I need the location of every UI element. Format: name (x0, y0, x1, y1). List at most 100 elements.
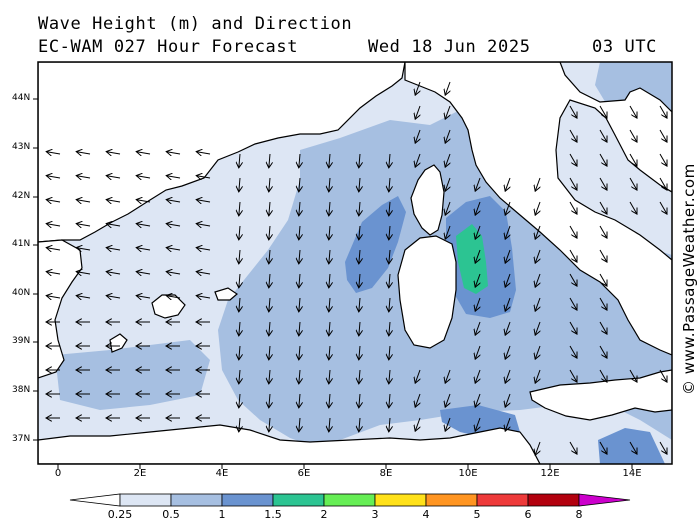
wave-direction-arrow (569, 345, 577, 358)
colorbar-label: 1 (218, 508, 226, 521)
wave-direction-arrow (415, 393, 420, 407)
wave-direction-arrow (239, 153, 240, 168)
wave-direction-arrow (389, 297, 390, 312)
credit-text: © www.PassageWeather.com (680, 163, 698, 395)
colorbar-segment (69, 493, 121, 507)
wave-direction-arrow (269, 345, 270, 360)
wave-direction-arrow (106, 272, 121, 274)
wave-direction-arrow (535, 273, 540, 287)
wave-direction-arrow (299, 249, 300, 264)
wave-direction-arrow (505, 417, 510, 431)
wave-direction-arrow (136, 296, 151, 298)
colorbar-label: 1.5 (264, 508, 282, 521)
lat-label: 42N (12, 191, 31, 201)
wave-direction-arrow (535, 201, 540, 215)
wave-direction-arrow (445, 201, 450, 215)
wave-direction-arrow (475, 321, 480, 335)
wave-direction-arrow (329, 369, 330, 384)
wave-direction-arrow (599, 249, 607, 262)
wave-direction-arrow (569, 201, 577, 214)
wave-direction-arrow (136, 272, 151, 274)
wave-direction-arrow (46, 224, 61, 226)
lon-label: 6E (297, 468, 311, 479)
wave-direction-arrow (76, 296, 91, 298)
wave-direction-arrow (239, 249, 240, 264)
wave-direction-arrow (359, 249, 360, 264)
wave-direction-arrow (415, 129, 420, 143)
colorbar-segment (527, 493, 580, 507)
wave-direction-arrow (569, 249, 577, 262)
wave-direction-arrow (599, 369, 607, 382)
wave-direction-arrow (46, 200, 61, 202)
wave-direction-arrow (599, 273, 607, 286)
wave-direction-arrow (445, 225, 450, 239)
wave-direction-arrow (196, 176, 211, 178)
land-ibiza (109, 333, 128, 353)
wave-direction-arrow (569, 177, 577, 190)
wave-direction-arrow (569, 441, 577, 454)
wave-direction-arrow (359, 321, 360, 336)
wave-direction-arrow (389, 249, 390, 264)
wave-direction-arrow (299, 153, 300, 168)
colorbar-segment (374, 493, 427, 507)
wave-direction-arrow (535, 321, 540, 335)
wave-direction-arrow (359, 417, 360, 432)
lon-label: 2E (133, 468, 147, 479)
wave-direction-arrow (535, 441, 540, 455)
wave-direction-arrows (46, 81, 667, 455)
wave-direction-arrow (239, 273, 240, 288)
wave-direction-arrow (46, 248, 61, 250)
colorbar-label: 0.5 (162, 508, 180, 521)
wave-direction-arrow (196, 296, 211, 298)
wave-direction-arrow (569, 321, 577, 334)
wave-direction-arrow (475, 369, 480, 383)
wave-direction-arrow (389, 201, 390, 216)
wave-direction-arrow (329, 321, 330, 336)
wave-direction-arrow (629, 153, 637, 166)
wave-direction-arrow (475, 225, 480, 239)
wave-direction-arrow (569, 153, 577, 166)
colorbar-label: 2 (320, 508, 328, 521)
wave-direction-arrow (659, 129, 667, 142)
wave-direction-arrow (269, 417, 270, 432)
wave-direction-arrow (599, 153, 607, 166)
wave-direction-arrow (166, 296, 181, 298)
wave-direction-arrow (359, 297, 360, 312)
wave-direction-arrow (389, 177, 390, 192)
wave-direction-arrow (299, 417, 300, 432)
wave-direction-arrow (659, 177, 667, 190)
wave-direction-arrow (599, 129, 607, 142)
colorbar-segment (578, 493, 631, 507)
wave-direction-arrow (599, 441, 607, 454)
wave-direction-arrow (299, 297, 300, 312)
map-frame (37, 61, 673, 465)
wave-direction-arrow (629, 129, 637, 142)
wave-direction-arrow (239, 345, 240, 360)
wave-direction-arrow (445, 369, 450, 383)
wave-direction-arrow (569, 297, 577, 310)
wave-direction-arrow (389, 393, 390, 408)
wave-direction-arrow (445, 105, 450, 119)
wave-direction-arrow (475, 393, 480, 407)
wave-direction-arrow (505, 273, 510, 287)
wave-direction-arrow (269, 153, 270, 168)
wave-direction-arrow (415, 369, 420, 383)
wave-direction-arrow (535, 225, 540, 239)
wave-direction-arrow (599, 177, 607, 190)
wave-direction-arrow (415, 153, 420, 167)
wave-band-1.5-2m (456, 224, 488, 294)
wave-direction-arrow (46, 272, 61, 274)
wave-direction-arrow (299, 345, 300, 360)
wave-band-1-1.5m-se (598, 428, 665, 464)
wave-direction-arrow (299, 273, 300, 288)
wave-direction-arrow (569, 225, 577, 238)
wave-direction-arrow (475, 177, 480, 191)
wave-direction-arrow (106, 176, 121, 178)
wave-direction-arrow (299, 321, 300, 336)
land-menorca (214, 287, 238, 301)
wave-direction-arrow (535, 297, 540, 311)
wave-direction-arrow (415, 105, 420, 119)
wave-direction-arrow (106, 200, 121, 202)
wave-direction-arrow (445, 129, 450, 143)
wave-direction-arrow (76, 248, 91, 250)
